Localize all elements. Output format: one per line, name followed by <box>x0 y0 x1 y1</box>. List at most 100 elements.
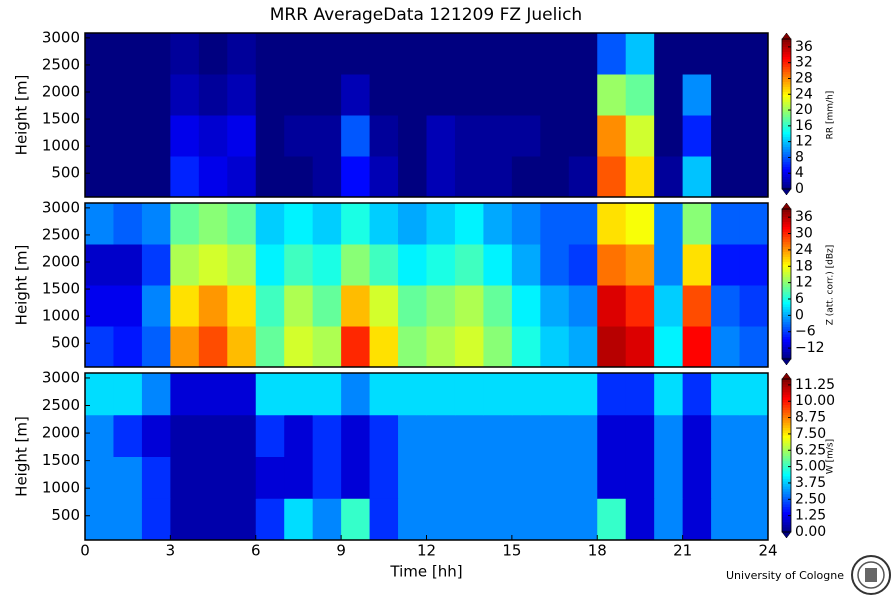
heatmap-cell <box>654 74 684 116</box>
heatmap-cell <box>597 326 627 368</box>
heatmap-cell <box>426 74 456 116</box>
colorbar-step <box>782 254 791 257</box>
heatmap-cell <box>170 285 200 327</box>
colorbar-step <box>782 221 791 225</box>
heatmap-cell <box>597 156 627 198</box>
heatmap-cell <box>454 33 484 75</box>
heatmap-cell <box>454 244 484 286</box>
heatmap-cell <box>227 203 257 245</box>
colorbar-step <box>782 329 791 332</box>
colorbar-step <box>782 470 791 474</box>
heatmap-cell <box>198 414 228 457</box>
colorbar-step <box>782 111 791 115</box>
heatmap-cell <box>113 156 143 198</box>
heatmap-cell <box>483 285 513 327</box>
heatmap-cell <box>483 33 513 75</box>
colorbar-step <box>782 176 791 180</box>
heatmap-cell <box>170 498 200 541</box>
colorbar-step <box>782 251 791 255</box>
heatmap-cell <box>284 244 314 286</box>
colorbar-step <box>782 324 791 327</box>
heatmap-cell <box>255 285 285 327</box>
heatmap-cell <box>198 156 228 198</box>
heatmap-cell <box>625 244 655 286</box>
heatmap-cell <box>625 156 655 198</box>
colorbar-step <box>782 264 791 267</box>
heatmap-cell <box>654 115 684 157</box>
colorbar-step <box>782 354 791 357</box>
heatmap-cell <box>284 373 314 416</box>
heatmap-cell <box>568 326 598 368</box>
colorbar-extend-bottom <box>781 188 792 196</box>
heatmap-cell <box>141 33 171 75</box>
colorbar-step <box>782 414 791 418</box>
colorbar-step <box>782 249 791 252</box>
heatmap-cell <box>312 326 342 368</box>
colorbar-step <box>782 478 791 482</box>
colorbar-step <box>782 224 791 227</box>
colorbar-tick-label: 24 <box>795 242 813 258</box>
y-tick-label: 2500 <box>42 225 80 243</box>
heatmap-cell <box>141 156 171 198</box>
colorbar-step <box>782 104 791 107</box>
colorbar-step <box>782 159 791 162</box>
colorbar-step <box>782 166 791 170</box>
colorbar-step <box>782 412 791 416</box>
heatmap-cell <box>739 414 769 457</box>
colorbar-step <box>782 498 791 502</box>
y-tick-label: 1500 <box>42 451 80 469</box>
heatmap-cell <box>597 373 627 416</box>
heatmap-cell <box>483 498 513 541</box>
colorbar-step <box>782 519 791 523</box>
heatmap-cell <box>398 414 427 457</box>
heatmap-cell <box>255 33 285 75</box>
heatmap-cell <box>255 115 285 157</box>
colorbar-step <box>782 46 791 50</box>
heatmap-cell <box>511 244 541 286</box>
y-tick-label: 1500 <box>42 280 80 298</box>
colorbar-step <box>782 351 791 355</box>
heatmap-cell <box>568 115 598 157</box>
colorbar-label: RR [mm/h] <box>826 91 836 140</box>
colorbar-step <box>782 468 791 472</box>
colorbar-step <box>782 219 791 222</box>
heatmap-cell <box>198 373 228 416</box>
colorbar-step <box>782 164 791 167</box>
heatmap-cell <box>85 498 114 541</box>
heatmap-cell <box>597 498 627 541</box>
colorbar: 0.001.252.503.755.006.257.508.7510.0011.… <box>781 372 836 540</box>
colorbar-step <box>782 458 791 462</box>
colorbar-tick-label: 4 <box>795 165 804 181</box>
heatmap-cell <box>312 373 342 416</box>
heatmap-cell <box>227 33 257 75</box>
heatmap-cell <box>227 456 257 499</box>
heatmap-cell <box>426 33 456 75</box>
colorbar-step <box>782 356 791 360</box>
heatmap-cell <box>312 74 342 116</box>
colorbar-tick-label: 12 <box>795 275 813 291</box>
heatmap-cell <box>597 244 627 286</box>
heatmap-cell <box>483 203 513 245</box>
heatmap-cell <box>739 326 769 368</box>
heatmap-cell <box>426 285 456 327</box>
heatmap-cell <box>113 285 143 327</box>
y-tick-label: 2000 <box>42 82 80 100</box>
heatmap-cell <box>85 156 114 198</box>
colorbar-tick-label: 0 <box>795 307 804 323</box>
heatmap-cell <box>682 203 712 245</box>
x-tick-label: 3 <box>166 542 176 560</box>
y-axis-label: Height [m] <box>13 245 31 326</box>
heatmap-cell <box>141 115 171 157</box>
heatmap-cell <box>654 498 684 541</box>
heatmap-cell <box>739 203 769 245</box>
x-tick-label: 12 <box>417 542 436 560</box>
heatmap-cell <box>511 156 541 198</box>
colorbar-extend-bottom <box>781 531 792 539</box>
heatmap-cell <box>170 414 200 457</box>
heatmap-cell <box>454 285 484 327</box>
heatmap-cell <box>398 244 427 286</box>
colorbar-step <box>782 391 791 395</box>
colorbar-step <box>782 114 791 117</box>
heatmap-cell <box>654 456 684 499</box>
